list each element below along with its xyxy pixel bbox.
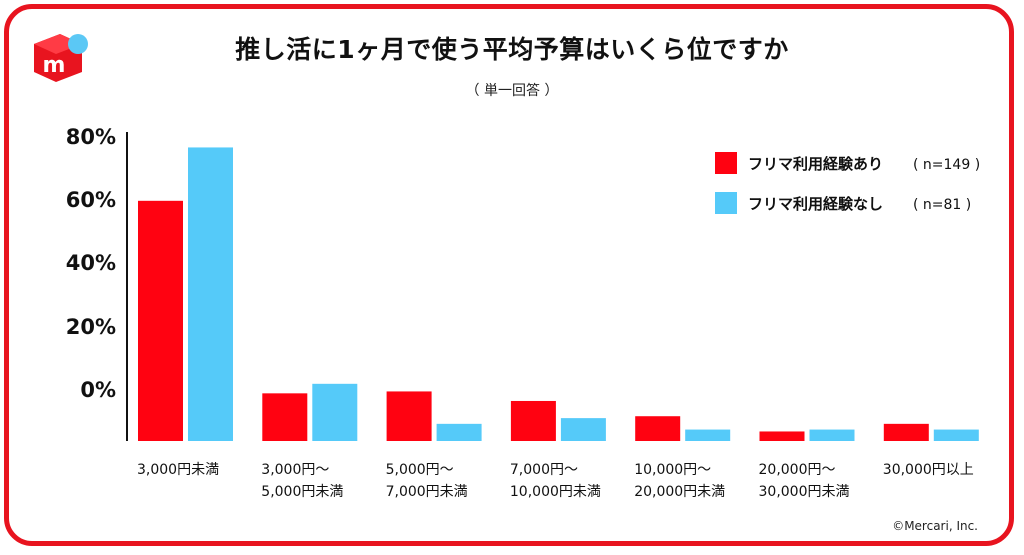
bar-with-experience bbox=[262, 393, 308, 441]
category-label: 20,000円未満 bbox=[634, 484, 725, 500]
bar-with-experience bbox=[138, 200, 183, 441]
card-frame bbox=[4, 4, 1014, 546]
bar-without-experience bbox=[685, 429, 731, 441]
y-tick-label: 60% bbox=[66, 188, 116, 212]
logo-letter: m bbox=[43, 53, 66, 78]
mercari-logo-icon: m bbox=[30, 30, 90, 86]
category-label: 30,000円以上 bbox=[883, 462, 974, 478]
category-label: 10,000円未満 bbox=[510, 484, 601, 500]
bar-without-experience bbox=[436, 423, 482, 441]
y-tick-label: 20% bbox=[66, 315, 116, 339]
bar-without-experience bbox=[188, 147, 233, 441]
legend-label: フリマ利用経験あり bbox=[748, 155, 883, 173]
category-label: 3,000円～ bbox=[261, 462, 329, 478]
category-label: 30,000円未満 bbox=[759, 484, 850, 500]
legend-label: フリマ利用経験なし bbox=[748, 195, 883, 213]
bar-without-experience bbox=[933, 429, 979, 441]
y-tick-label: 80% bbox=[66, 125, 116, 149]
bar-with-experience bbox=[635, 416, 681, 441]
legend-n-label: ( n=81 ) bbox=[913, 197, 971, 213]
y-tick-label: 40% bbox=[66, 251, 116, 275]
category-label: 5,000円～ bbox=[386, 462, 454, 478]
y-tick-label: 0% bbox=[80, 378, 116, 402]
bar-without-experience bbox=[312, 383, 358, 441]
bar-without-experience bbox=[560, 418, 606, 441]
logo-dot bbox=[68, 34, 88, 54]
legend-swatch bbox=[715, 152, 737, 174]
category-label: 20,000円～ bbox=[759, 462, 836, 478]
chart-subtitle: （ 単一回答 ） bbox=[465, 83, 559, 99]
category-label: 7,000円未満 bbox=[386, 484, 468, 500]
bar-without-experience bbox=[809, 429, 855, 441]
bar-with-experience bbox=[510, 400, 556, 441]
bar-with-experience bbox=[883, 423, 929, 441]
category-label: 7,000円～ bbox=[510, 462, 578, 478]
category-label: 5,000円未満 bbox=[261, 484, 343, 500]
category-label: 10,000円～ bbox=[634, 462, 711, 478]
bar-with-experience bbox=[759, 431, 805, 441]
category-label: 3,000円未満 bbox=[137, 462, 219, 478]
chart-title: 推し活に1ヶ月で使う平均予算はいくら位ですか bbox=[235, 35, 789, 64]
legend-n-label: ( n=149 ) bbox=[913, 157, 980, 173]
legend-swatch bbox=[715, 192, 737, 214]
bar-with-experience bbox=[386, 391, 432, 441]
copyright-text: ©Mercari, Inc. bbox=[892, 519, 978, 533]
